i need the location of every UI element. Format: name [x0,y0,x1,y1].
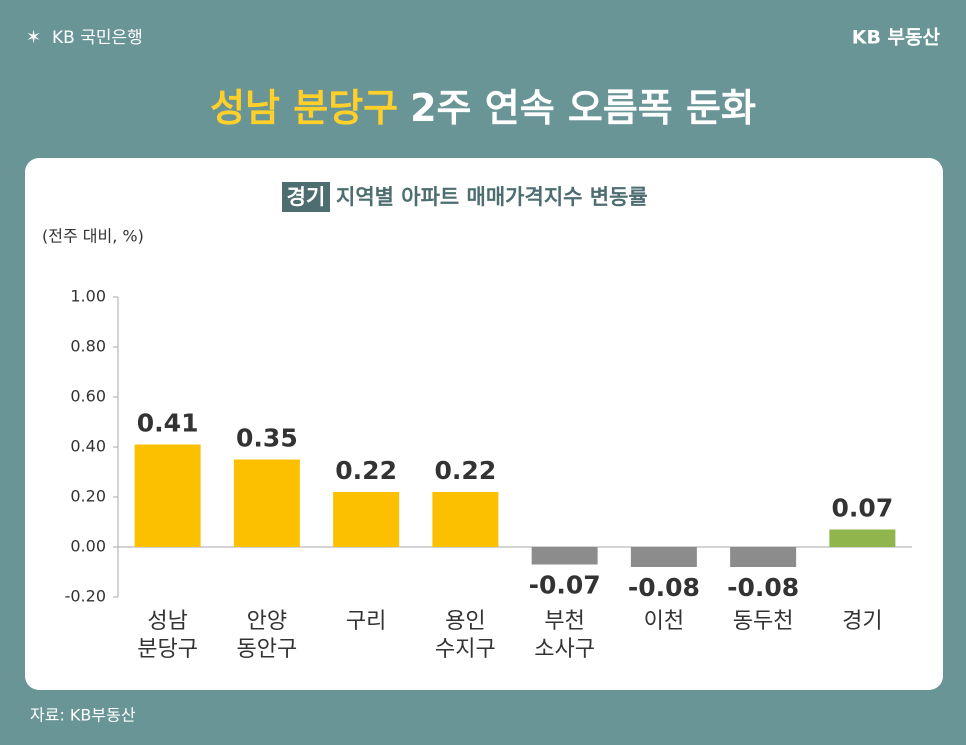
title-rest: 2주 연속 오름폭 둔화 [410,86,756,130]
logo-left: KB 국민은행 [52,28,143,48]
title: 성남 분당구 2주 연속 오름폭 둔화 [210,86,756,130]
value-label: -0.07 [529,571,601,600]
x-tick-line: 분당구 [137,637,198,662]
bar [630,547,697,567]
bar [730,547,797,567]
logo-star: ✶ [26,27,41,48]
bar [531,547,598,565]
logo-right: KB 부동산 [852,27,941,49]
y-tick-label: 0.80 [70,337,106,356]
value-label: 0.07 [832,494,894,523]
value-label: -0.08 [727,573,799,602]
x-tick-label: 경기 [842,609,882,634]
value-label: 0.22 [435,456,497,485]
value-label: 0.35 [236,424,298,453]
x-tick-line: 이천 [644,609,684,634]
x-tick-label: 동두천 [733,609,794,634]
x-tick-line: 부천 [544,609,584,634]
x-tick-line: 성남 [147,609,187,634]
source: 자료: KB부동산 [30,706,136,725]
x-tick-label: 구리 [346,609,386,634]
bar [829,529,896,547]
badge-bg [282,182,330,212]
bar [432,492,499,547]
value-label: -0.08 [628,573,700,602]
bar [233,459,300,547]
chart-title: 지역별 아파트 매매가격지수 변동률 [336,185,648,209]
unit: (전주 대비, %) [42,227,144,246]
value-label: 0.22 [335,456,397,485]
y-tick-label: 0.60 [70,387,106,406]
x-tick-line: 동안구 [237,637,298,662]
x-tick-line: 수지구 [435,637,496,662]
bar [134,444,201,547]
x-tick-line: 소사구 [534,637,595,662]
y-tick-label: 0.20 [70,487,106,506]
x-tick-line: 용인 [445,609,485,634]
x-tick-line: 안양 [247,609,287,634]
x-tick-line: 구리 [346,609,386,634]
bar [333,492,400,547]
y-tick-label: 0.40 [70,437,106,456]
y-tick-label: -0.20 [65,587,106,606]
x-tick-label: 이천 [644,609,684,634]
value-label: 0.41 [137,409,199,438]
x-tick-line: 경기 [842,609,882,634]
title-highlight: 성남 분당구 [210,86,398,130]
badge: 경기 [287,185,326,209]
y-tick-label: 0.00 [70,537,106,556]
x-tick-line: 동두천 [733,609,794,634]
card [25,158,943,690]
y-tick-label: 1.00 [70,287,106,306]
